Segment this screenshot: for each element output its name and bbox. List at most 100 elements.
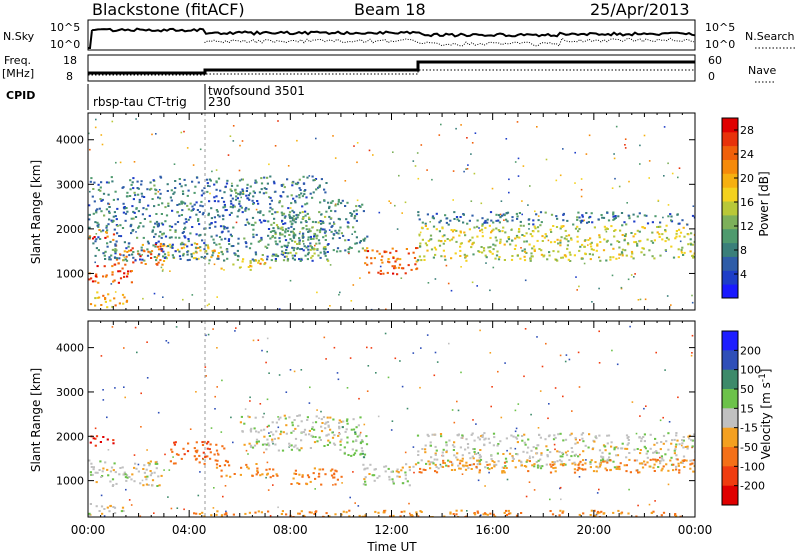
- echo-pixel: [208, 259, 211, 262]
- echo-pixel: [298, 194, 301, 196]
- echo-pixel: [395, 470, 398, 473]
- echo-pixel: [573, 254, 576, 257]
- echo-pixel: [236, 249, 239, 252]
- echo-pixel: [100, 505, 104, 508]
- echo-pixel: [161, 263, 164, 266]
- echo-pixel: [191, 226, 194, 228]
- echo-pixel: [661, 457, 664, 460]
- noise-pixel: [199, 471, 201, 473]
- echo-pixel: [346, 418, 349, 421]
- echo-pixel: [653, 470, 656, 472]
- noise-pixel: [648, 177, 650, 179]
- echo-pixel: [287, 252, 290, 255]
- echo-pixel: [625, 456, 628, 459]
- echo-pixel: [595, 470, 598, 473]
- echo-pixel: [245, 194, 248, 197]
- echo-pixel: [505, 514, 509, 516]
- echo-pixel: [207, 440, 210, 443]
- echo-pixel: [644, 447, 647, 450]
- noise-pixel: [222, 495, 224, 498]
- echo-pixel: [137, 193, 140, 196]
- echo-pixel: [213, 183, 216, 186]
- echo-pixel: [664, 230, 667, 233]
- echo-pixel: [319, 220, 322, 222]
- echo-pixel: [174, 187, 177, 189]
- echo-pixel: [550, 231, 553, 233]
- echo-pixel: [328, 207, 331, 210]
- echo-pixel: [108, 218, 111, 221]
- echo-pixel: [445, 451, 448, 454]
- echo-pixel: [589, 463, 592, 465]
- echo-pixel: [217, 200, 220, 203]
- noise-pixel: [536, 126, 538, 128]
- echo-pixel: [149, 470, 152, 472]
- echo-pixel: [625, 434, 629, 437]
- echo-pixel: [209, 443, 212, 446]
- echo-pixel: [495, 254, 499, 257]
- noise-pixel: [455, 127, 457, 130]
- noise-pixel: [88, 132, 90, 135]
- echo-pixel: [312, 472, 315, 475]
- echo-pixel: [511, 219, 514, 222]
- noise-pixel: [146, 341, 148, 343]
- echo-pixel: [637, 471, 640, 474]
- echo-pixel: [391, 265, 394, 268]
- noise-pixel: [309, 386, 311, 389]
- echo-pixel: [612, 460, 615, 463]
- echo-pixel: [299, 248, 302, 251]
- echo-pixel: [178, 214, 181, 217]
- echo-pixel: [373, 468, 376, 471]
- echo-pixel: [298, 178, 301, 181]
- echo-pixel: [88, 278, 91, 281]
- echo-pixel: [224, 209, 227, 212]
- echo-pixel: [114, 248, 117, 251]
- echo-pixel: [347, 239, 350, 241]
- echo-pixel: [239, 473, 242, 476]
- echo-pixel: [104, 300, 107, 303]
- noise-pixel: [517, 157, 520, 160]
- echo-pixel: [334, 483, 337, 486]
- echo-pixel: [241, 178, 244, 181]
- echo-pixel: [116, 232, 119, 235]
- echo-pixel: [627, 214, 630, 217]
- echo-pixel: [228, 243, 231, 245]
- echo-pixel: [248, 511, 251, 514]
- echo-pixel: [451, 464, 454, 467]
- echo-pixel: [627, 442, 630, 445]
- echo-pixel: [532, 223, 535, 226]
- echo-pixel: [662, 459, 665, 462]
- echo-pixel: [157, 222, 160, 225]
- echo-pixel: [292, 197, 295, 200]
- echo-pixel: [363, 249, 367, 252]
- echo-pixel: [427, 460, 430, 463]
- echo-pixel: [404, 471, 407, 474]
- echo-pixel: [664, 453, 667, 456]
- echo-pixel: [615, 257, 618, 260]
- echo-pixel: [651, 255, 654, 258]
- echo-pixel: [478, 469, 481, 472]
- echo-pixel: [298, 187, 301, 190]
- noise-pixel: [325, 358, 327, 360]
- echo-pixel: [328, 205, 331, 208]
- echo-pixel: [308, 216, 311, 219]
- echo-pixel: [149, 220, 152, 223]
- noise-pixel: [384, 332, 387, 335]
- echo-pixel: [535, 447, 538, 450]
- echo-pixel: [562, 464, 565, 467]
- echo-pixel: [574, 227, 578, 230]
- echo-pixel: [208, 226, 211, 229]
- echo-pixel: [159, 242, 162, 245]
- noise-pixel: [287, 165, 290, 167]
- echo-pixel: [258, 191, 261, 194]
- echo-pixel: [280, 226, 283, 229]
- echo-pixel: [458, 467, 461, 470]
- echo-pixel: [565, 454, 569, 457]
- echo-pixel: [284, 245, 287, 248]
- echo-pixel: [90, 177, 93, 180]
- echo-pixel: [606, 442, 609, 445]
- noise-pixel: [277, 416, 279, 418]
- echo-pixel: [213, 200, 216, 203]
- noise-pixel: [481, 231, 484, 234]
- noise-pixel: [224, 485, 227, 487]
